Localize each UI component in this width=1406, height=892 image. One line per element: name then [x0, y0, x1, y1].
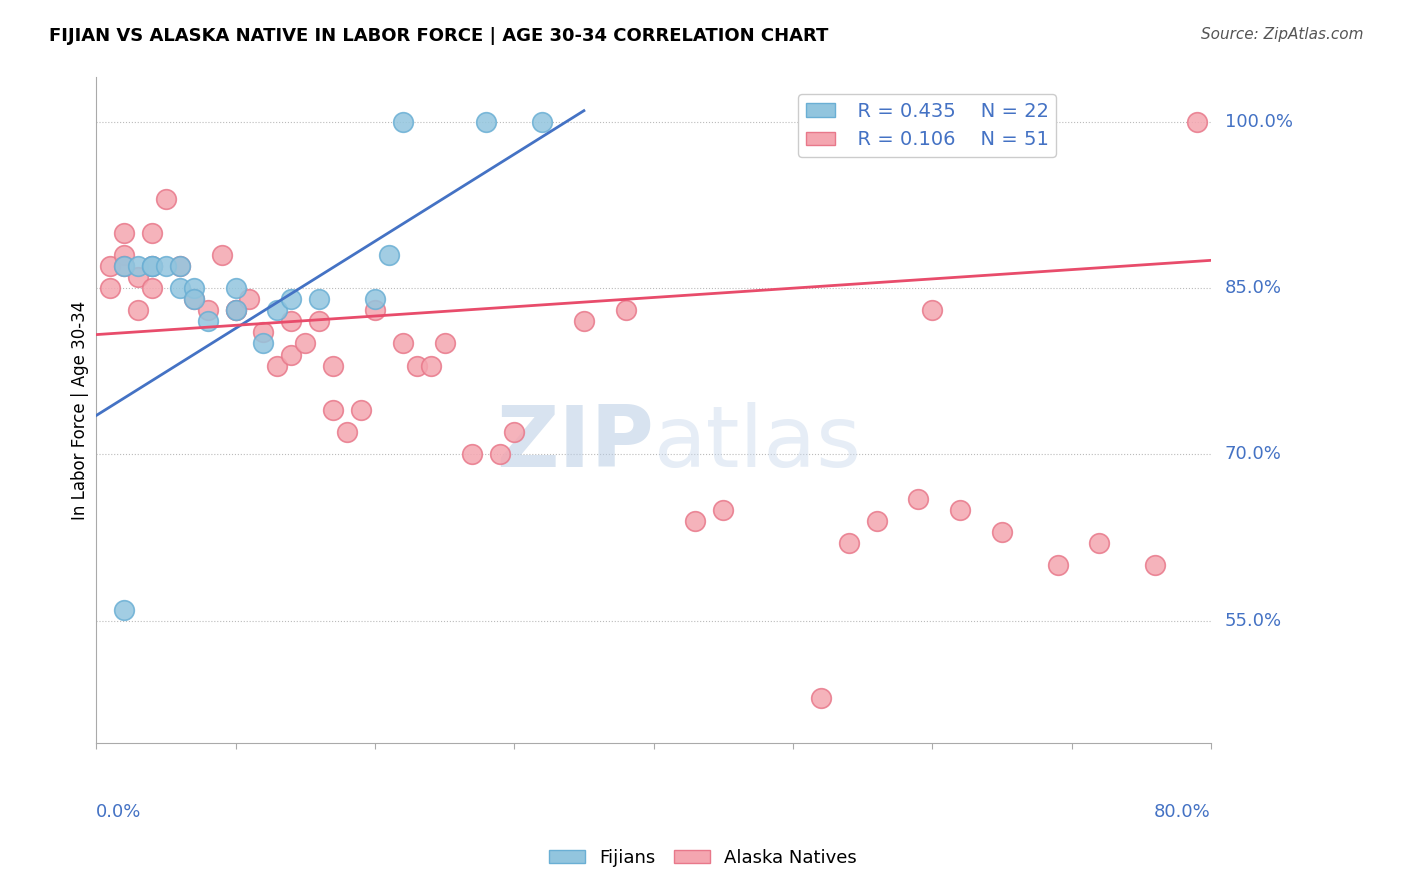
Point: [419, 359, 441, 373]
Text: 85.0%: 85.0%: [1225, 279, 1282, 297]
Point: [141, 259, 163, 273]
Point: [378, 248, 401, 262]
Point: [127, 259, 149, 273]
Point: [266, 303, 288, 318]
Point: [364, 303, 387, 318]
Point: [1088, 536, 1111, 550]
Point: [294, 336, 316, 351]
Point: [433, 336, 456, 351]
Point: [280, 292, 302, 306]
Point: [503, 425, 526, 439]
Point: [991, 524, 1014, 539]
Point: [336, 425, 359, 439]
Point: [169, 259, 191, 273]
Text: Source: ZipAtlas.com: Source: ZipAtlas.com: [1201, 27, 1364, 42]
Point: [1046, 558, 1069, 573]
Point: [238, 292, 260, 306]
Point: [907, 491, 929, 506]
Text: ZIP: ZIP: [496, 401, 654, 484]
Legend:   R = 0.435    N = 22,   R = 0.106    N = 51: R = 0.435 N = 22, R = 0.106 N = 51: [797, 94, 1056, 157]
Point: [921, 303, 943, 318]
Point: [197, 314, 219, 328]
Point: [98, 281, 121, 295]
Point: [225, 303, 247, 318]
Point: [614, 303, 637, 318]
Point: [391, 336, 413, 351]
Text: atlas: atlas: [654, 401, 862, 484]
Point: [308, 314, 330, 328]
Y-axis label: In Labor Force | Age 30-34: In Labor Force | Age 30-34: [72, 301, 89, 520]
Point: [112, 248, 135, 262]
Point: [322, 403, 344, 417]
Point: [475, 115, 498, 129]
Point: [141, 281, 163, 295]
Point: [322, 359, 344, 373]
Point: [308, 292, 330, 306]
Point: [865, 514, 887, 528]
Point: [183, 292, 205, 306]
Point: [1185, 115, 1208, 129]
Point: [711, 502, 734, 516]
Point: [98, 259, 121, 273]
Point: [183, 281, 205, 295]
Text: 0.0%: 0.0%: [96, 804, 142, 822]
Point: [810, 691, 832, 706]
Point: [252, 326, 274, 340]
Text: 70.0%: 70.0%: [1225, 445, 1282, 463]
Point: [266, 359, 288, 373]
Point: [141, 259, 163, 273]
Text: 100.0%: 100.0%: [1225, 112, 1294, 131]
Point: [183, 292, 205, 306]
Point: [225, 303, 247, 318]
Point: [489, 447, 512, 461]
Point: [405, 359, 427, 373]
Point: [127, 303, 149, 318]
Point: [572, 314, 595, 328]
Point: [169, 281, 191, 295]
Point: [127, 269, 149, 284]
Point: [1144, 558, 1167, 573]
Point: [280, 347, 302, 361]
Point: [112, 602, 135, 616]
Point: [155, 259, 177, 273]
Point: [141, 226, 163, 240]
Point: [391, 115, 413, 129]
Point: [211, 248, 233, 262]
Point: [112, 259, 135, 273]
Point: [531, 115, 554, 129]
Point: [112, 259, 135, 273]
Point: [252, 336, 274, 351]
Point: [155, 193, 177, 207]
Text: 55.0%: 55.0%: [1225, 612, 1282, 630]
Point: [225, 303, 247, 318]
Point: [461, 447, 484, 461]
Text: FIJIAN VS ALASKA NATIVE IN LABOR FORCE | AGE 30-34 CORRELATION CHART: FIJIAN VS ALASKA NATIVE IN LABOR FORCE |…: [49, 27, 828, 45]
Point: [225, 281, 247, 295]
Point: [280, 314, 302, 328]
Point: [949, 502, 972, 516]
Text: 80.0%: 80.0%: [1154, 804, 1211, 822]
Point: [685, 514, 707, 528]
Point: [112, 226, 135, 240]
Point: [169, 259, 191, 273]
Point: [364, 292, 387, 306]
Point: [197, 303, 219, 318]
Point: [141, 259, 163, 273]
Point: [838, 536, 860, 550]
Point: [350, 403, 373, 417]
Legend: Fijians, Alaska Natives: Fijians, Alaska Natives: [541, 842, 865, 874]
